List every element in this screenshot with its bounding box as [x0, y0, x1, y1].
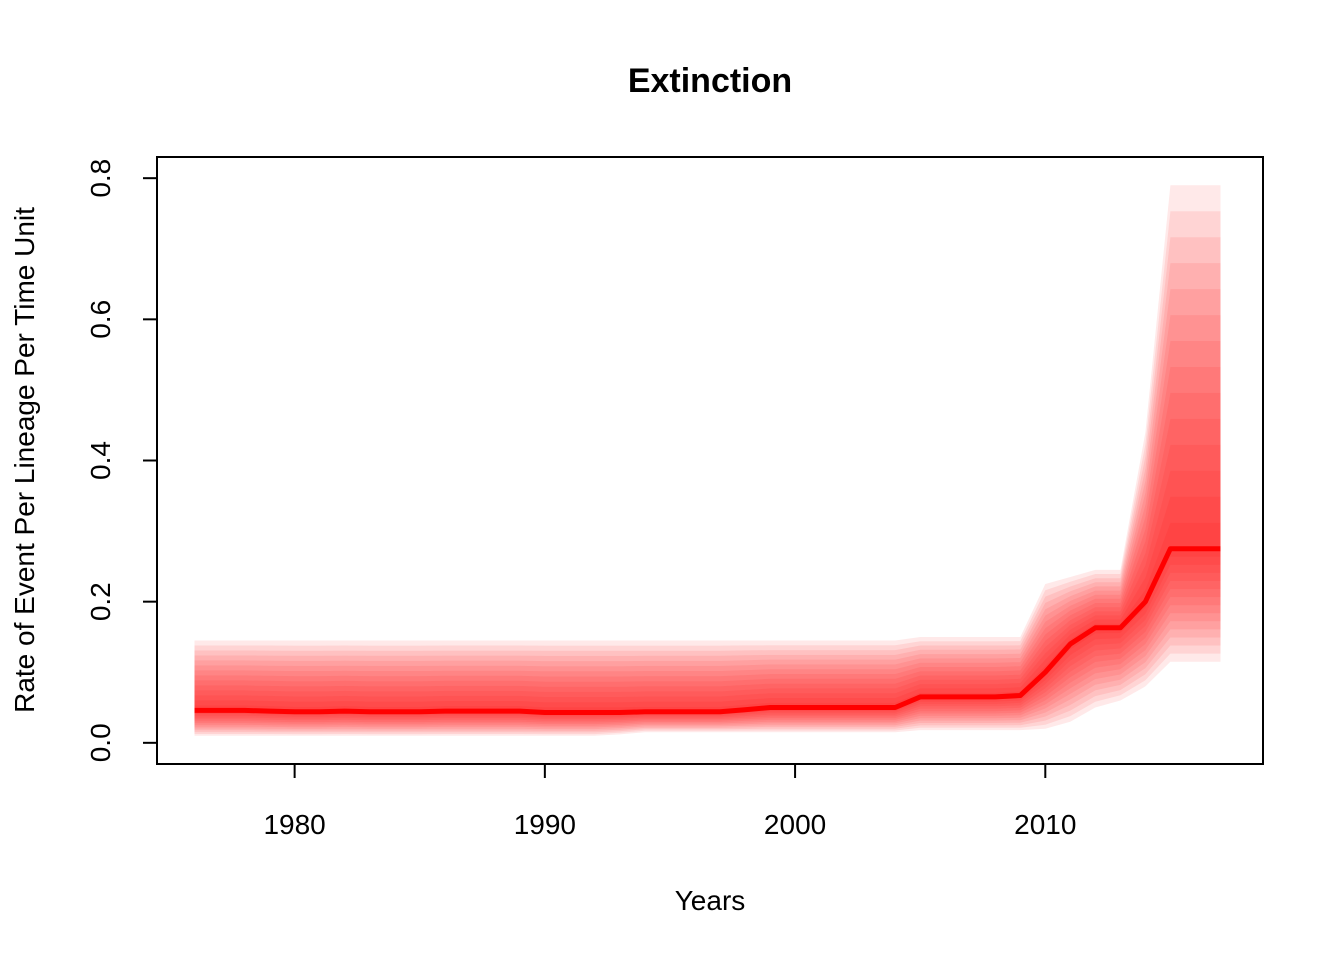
band-layer-7	[194, 367, 1221, 725]
median-rate-line	[194, 546, 1221, 715]
band-layer-12	[194, 237, 1221, 733]
x-tick-label: 2010	[1014, 809, 1076, 840]
y-tick-label: 0.4	[85, 441, 116, 480]
x-tick-label: 1990	[514, 809, 576, 840]
band-layer-13	[194, 211, 1221, 735]
y-tick-label: 0.0	[85, 723, 116, 762]
x-tick-label: 1980	[263, 809, 325, 840]
band-layer-5	[194, 418, 1221, 721]
band-layer-6	[194, 392, 1221, 723]
median-rate-line-group	[194, 546, 1221, 715]
credible-interval-band	[194, 185, 1221, 736]
x-axis: 1980 1990 2000 2010	[263, 763, 1076, 840]
y-axis-label: Rate of Event Per Lineage Per Time Unit	[9, 207, 40, 713]
band-layer-8	[194, 341, 1221, 726]
band-layer-14	[194, 185, 1221, 736]
band-layer-4	[194, 444, 1221, 720]
x-axis-label: Years	[675, 885, 746, 916]
y-tick-label: 0.6	[85, 300, 116, 339]
band-layer-10	[194, 289, 1221, 730]
y-axis: 0.0 0.2 0.4 0.6 0.8	[85, 159, 158, 762]
y-tick-label: 0.8	[85, 159, 116, 198]
chart-title: Extinction	[628, 62, 792, 100]
band-layer-9	[194, 315, 1221, 728]
x-tick-label: 2000	[764, 809, 826, 840]
band-layer-11	[194, 263, 1221, 731]
y-tick-label: 0.2	[85, 582, 116, 621]
